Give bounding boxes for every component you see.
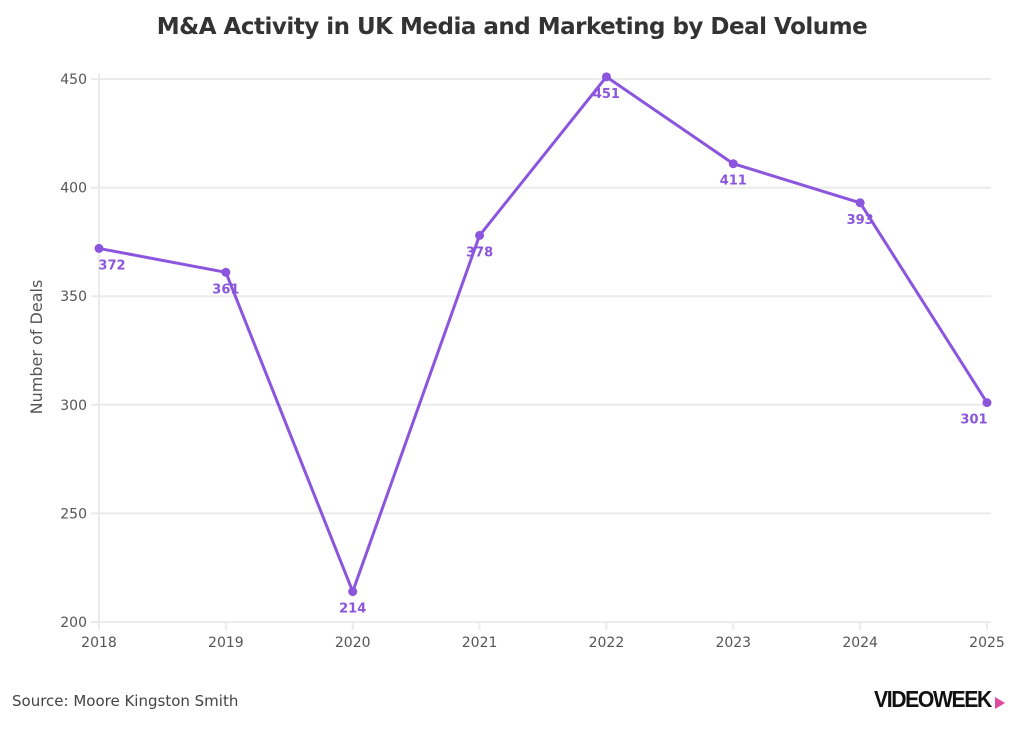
logo-text: VIDEOWEEK: [874, 686, 992, 712]
data-point-2024[interactable]: [855, 198, 865, 208]
data-label-2023: 411: [720, 174, 747, 189]
x-tick-label: 2019: [208, 635, 244, 651]
data-point-2020[interactable]: [348, 587, 358, 597]
data-labels: 372 361 214 378 451 411 393 301: [98, 87, 987, 617]
data-point-2023[interactable]: [728, 159, 738, 169]
data-label-2019: 361: [212, 282, 239, 297]
play-arrow-icon: [995, 696, 1006, 709]
x-axis-ticks: 2018 2019 2020 2021 2022 2023 2024 2025: [81, 622, 1005, 651]
x-tick-label: 2022: [589, 635, 625, 651]
y-axis-title: Number of Deals: [27, 280, 46, 415]
x-tick-label: 2025: [969, 635, 1005, 651]
data-label-2022: 451: [593, 87, 620, 102]
data-point-2022[interactable]: [601, 72, 611, 82]
data-label-2020: 214: [339, 602, 366, 617]
data-point-2021[interactable]: [475, 230, 485, 240]
y-tick-label: 400: [60, 181, 87, 197]
x-tick-label: 2018: [81, 635, 117, 651]
y-tick-label: 350: [60, 289, 87, 305]
data-label-2024: 393: [847, 213, 874, 228]
x-tick-label: 2023: [715, 635, 751, 651]
x-tick-label: 2020: [335, 635, 371, 651]
data-point-2025[interactable]: [982, 398, 992, 408]
data-label-2021: 378: [466, 245, 493, 260]
source-note: Source: Moore Kingston Smith: [12, 692, 239, 710]
x-tick-label: 2021: [462, 635, 498, 651]
data-label-2018: 372: [98, 258, 125, 273]
data-point-2019[interactable]: [221, 267, 231, 277]
videoweek-logo: VIDEOWEEK: [874, 686, 1006, 713]
series-number-of-deals: [94, 72, 992, 597]
y-tick-label: 200: [60, 615, 87, 631]
series-line: [98, 75, 989, 594]
data-label-2025: 301: [960, 413, 987, 428]
grid-lines: [91, 73, 991, 630]
chart-title: M&A Activity in UK Media and Marketing b…: [156, 14, 868, 40]
data-point-2018[interactable]: [94, 243, 104, 253]
y-tick-label: 300: [60, 398, 87, 414]
y-axis-ticks: 200 250 300 350 400 450: [60, 72, 87, 631]
y-tick-label: 250: [60, 506, 87, 522]
x-tick-label: 2024: [842, 635, 878, 651]
y-tick-label: 450: [60, 72, 87, 88]
